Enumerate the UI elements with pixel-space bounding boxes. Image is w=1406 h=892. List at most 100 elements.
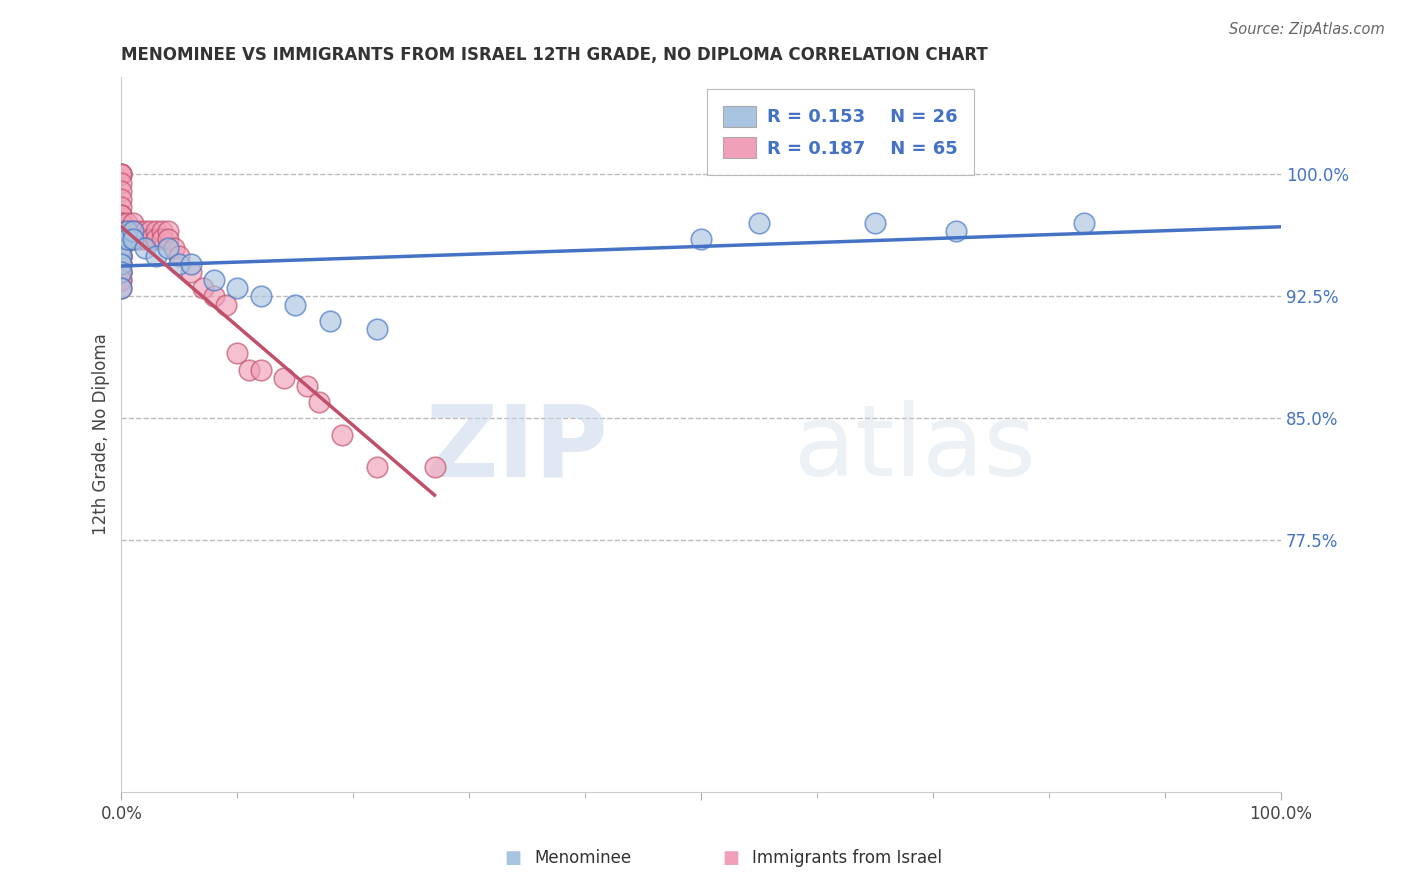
- Point: [238, 362, 260, 376]
- Point: [122, 216, 145, 230]
- Text: Source: ZipAtlas.com: Source: ZipAtlas.com: [1229, 22, 1385, 37]
- Point: [110, 168, 132, 182]
- Text: MENOMINEE VS IMMIGRANTS FROM ISRAEL 12TH GRADE, NO DIPLOMA CORRELATION CHART: MENOMINEE VS IMMIGRANTS FROM ISRAEL 12TH…: [121, 46, 988, 64]
- Y-axis label: 12th Grade, No Diploma: 12th Grade, No Diploma: [93, 334, 110, 535]
- Point: [110, 224, 132, 238]
- Point: [110, 257, 132, 271]
- Point: [122, 224, 145, 238]
- Point: [180, 257, 202, 271]
- Point: [110, 241, 132, 255]
- Point: [423, 460, 446, 475]
- Point: [249, 362, 271, 376]
- Point: [284, 297, 307, 311]
- Point: [863, 216, 886, 230]
- Point: [110, 224, 132, 238]
- Point: [110, 192, 132, 206]
- Point: [110, 232, 132, 246]
- Point: [110, 224, 132, 238]
- Point: [134, 241, 156, 255]
- Point: [110, 249, 132, 263]
- Point: [366, 460, 388, 475]
- Point: [110, 168, 132, 182]
- Point: [139, 232, 162, 246]
- Point: [156, 224, 179, 238]
- Legend: R = 0.153    N = 26, R = 0.187    N = 65: R = 0.153 N = 26, R = 0.187 N = 65: [707, 89, 973, 175]
- Point: [110, 281, 132, 295]
- Point: [110, 176, 132, 190]
- Point: [308, 395, 330, 409]
- Point: [226, 281, 249, 295]
- Point: [134, 232, 156, 246]
- Point: [191, 281, 214, 295]
- Point: [115, 224, 138, 238]
- Point: [122, 232, 145, 246]
- Point: [115, 232, 138, 246]
- Point: [945, 224, 967, 238]
- Point: [110, 241, 132, 255]
- Text: ZIP: ZIP: [426, 401, 609, 498]
- Point: [110, 265, 132, 279]
- Point: [145, 249, 167, 263]
- Text: Menominee: Menominee: [534, 849, 631, 867]
- Point: [110, 265, 132, 279]
- Point: [156, 241, 179, 255]
- Point: [145, 232, 167, 246]
- Point: [110, 273, 132, 287]
- Point: [110, 208, 132, 222]
- Text: ■: ■: [723, 849, 740, 867]
- Point: [115, 224, 138, 238]
- Point: [156, 232, 179, 246]
- Point: [115, 232, 138, 246]
- Point: [110, 249, 132, 263]
- Point: [110, 249, 132, 263]
- Point: [110, 249, 132, 263]
- Point: [150, 224, 173, 238]
- Point: [110, 241, 132, 255]
- Text: ■: ■: [505, 849, 522, 867]
- Point: [273, 370, 295, 384]
- Point: [690, 232, 713, 246]
- Point: [110, 265, 132, 279]
- Point: [110, 281, 132, 295]
- Point: [202, 273, 225, 287]
- Point: [295, 379, 318, 393]
- Point: [226, 346, 249, 360]
- Text: Immigrants from Israel: Immigrants from Israel: [752, 849, 942, 867]
- Point: [128, 224, 150, 238]
- Point: [128, 232, 150, 246]
- Point: [1073, 216, 1095, 230]
- Point: [110, 216, 132, 230]
- Point: [122, 232, 145, 246]
- Point: [215, 297, 238, 311]
- Point: [110, 273, 132, 287]
- Point: [169, 257, 191, 271]
- Point: [110, 257, 132, 271]
- Point: [202, 289, 225, 303]
- Point: [115, 216, 138, 230]
- Point: [115, 232, 138, 246]
- Point: [115, 224, 138, 238]
- Point: [110, 168, 132, 182]
- Point: [319, 314, 342, 328]
- Point: [366, 322, 388, 336]
- Point: [134, 224, 156, 238]
- Point: [110, 216, 132, 230]
- Point: [110, 232, 132, 246]
- Point: [110, 208, 132, 222]
- Point: [169, 249, 191, 263]
- Point: [162, 241, 184, 255]
- Text: atlas: atlas: [794, 401, 1036, 498]
- Point: [748, 216, 770, 230]
- Point: [110, 184, 132, 198]
- Point: [330, 427, 353, 442]
- Point: [145, 224, 167, 238]
- Point: [150, 232, 173, 246]
- Point: [110, 241, 132, 255]
- Point: [249, 289, 271, 303]
- Point: [180, 265, 202, 279]
- Point: [110, 232, 132, 246]
- Point: [110, 200, 132, 214]
- Point: [110, 232, 132, 246]
- Point: [110, 257, 132, 271]
- Point: [139, 224, 162, 238]
